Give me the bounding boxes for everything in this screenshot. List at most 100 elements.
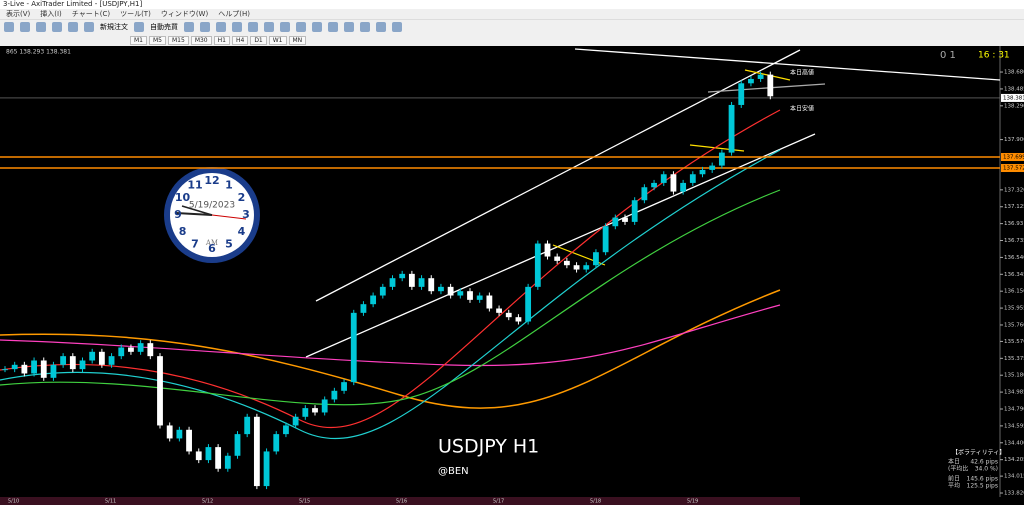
candle <box>360 304 367 313</box>
candle <box>748 78 754 84</box>
price-label-bg <box>1001 153 1024 162</box>
toolbar-icon[interactable] <box>84 22 94 32</box>
y-tick-label: 135.375 <box>1004 356 1024 362</box>
toolbar-icon[interactable] <box>264 22 274 32</box>
timeframe-button[interactable]: M15 <box>168 35 189 45</box>
candle <box>593 252 599 266</box>
toolbar-icon[interactable] <box>184 22 194 32</box>
trendline <box>574 48 1001 81</box>
volatility-label: 本日 <box>948 458 960 466</box>
candle <box>389 278 396 287</box>
timeframe-button[interactable]: MN <box>288 35 307 45</box>
timeframe-button[interactable]: M30 <box>190 35 212 45</box>
toolbar-icon[interactable] <box>20 22 30 32</box>
menu-item[interactable]: ツール(T) <box>120 10 151 18</box>
toolbar-icon[interactable] <box>344 22 354 32</box>
candle <box>622 217 628 222</box>
candle <box>670 174 677 192</box>
timeframe-button[interactable]: W1 <box>268 35 287 45</box>
clock-numeral: 2 <box>238 191 246 204</box>
timeframe-bar: M1 M5 M15 M30 H1 H4 D1 W1 MN <box>0 34 1024 46</box>
date-label: 5/16 <box>396 499 407 505</box>
volatility-value: 145.6 pips <box>967 476 999 483</box>
candle <box>186 429 192 452</box>
ma-line <box>0 149 781 440</box>
toolbar-icon[interactable] <box>68 22 78 32</box>
menu-item[interactable]: ウィンドウ(W) <box>160 10 209 18</box>
candle <box>79 360 86 370</box>
candle <box>137 343 144 352</box>
price-label-bg <box>1001 164 1024 173</box>
menu-item[interactable]: チャート(C) <box>71 10 111 18</box>
ma-line <box>0 189 781 406</box>
trendline <box>707 83 826 93</box>
toolbar-icon[interactable] <box>36 22 46 32</box>
timeframe-button[interactable]: D1 <box>250 35 267 45</box>
toolbar-icon[interactable] <box>232 22 242 32</box>
timeframe-button[interactable]: M1 <box>130 35 147 45</box>
candle <box>525 286 532 322</box>
candle <box>224 455 231 469</box>
date-label: 5/15 <box>299 499 310 505</box>
toolbar-icon[interactable] <box>296 22 306 32</box>
toolbar-icon[interactable] <box>134 22 144 32</box>
toolbar-icon[interactable] <box>392 22 402 32</box>
ma-line <box>0 289 781 409</box>
candle <box>128 347 134 352</box>
candle <box>244 416 251 435</box>
toolbar-icon[interactable] <box>280 22 290 32</box>
candle <box>341 382 347 391</box>
candle <box>234 434 241 456</box>
candle <box>263 451 270 487</box>
y-tick-label: 134.015 <box>1004 474 1024 480</box>
clock-hand <box>175 212 213 216</box>
timeframe-button[interactable]: H1 <box>213 35 230 45</box>
toolbar-icon[interactable] <box>360 22 370 32</box>
timeframe-button[interactable]: M5 <box>149 35 166 45</box>
candle <box>118 347 125 357</box>
toolbar-icon[interactable] <box>52 22 62 32</box>
toolbar: 新規注文 自動売買 <box>0 19 1024 34</box>
corner-label: 0 1 <box>940 50 956 61</box>
price-label: 138.381 <box>1003 95 1024 101</box>
candle <box>457 291 464 296</box>
menu-item[interactable]: 挿入(I) <box>40 10 62 18</box>
candle <box>331 390 338 400</box>
toolbar-button[interactable]: 新規注文 <box>100 23 128 31</box>
candle <box>157 356 163 426</box>
candle <box>476 295 483 300</box>
candle <box>583 265 590 270</box>
candle <box>641 187 648 201</box>
menu-item[interactable]: ヘルプ(H) <box>218 10 250 18</box>
symbol-info: 865 138.293 138.381 <box>6 49 71 56</box>
timeframe-button[interactable]: H4 <box>231 35 249 45</box>
volatility-heading: 【ボラティリティ】 <box>952 449 1005 457</box>
toolbar-icon[interactable] <box>4 22 14 32</box>
toolbar-icon[interactable] <box>200 22 210 32</box>
y-tick-label: 138.290 <box>1004 103 1024 109</box>
toolbar-icon[interactable] <box>312 22 322 32</box>
date-label: 5/18 <box>590 499 601 505</box>
trendlines <box>305 48 1001 358</box>
toolbar-button[interactable]: 自動売買 <box>150 23 178 31</box>
clock-hand <box>181 205 213 216</box>
trendline <box>305 133 816 358</box>
candle <box>680 182 687 192</box>
price-label: 137.572 <box>1003 166 1024 172</box>
candle <box>602 226 609 253</box>
toolbar-icon[interactable] <box>216 22 226 32</box>
price-label: 137.699 <box>1003 155 1024 161</box>
y-tick-label: 137.320 <box>1004 187 1024 193</box>
toolbar-icon[interactable] <box>376 22 386 32</box>
toolbar-icon[interactable] <box>328 22 338 32</box>
candle <box>205 447 212 461</box>
candle <box>292 416 299 426</box>
date-label: 5/12 <box>202 499 213 505</box>
clock-numeral: 9 <box>174 208 182 221</box>
candle <box>496 308 502 313</box>
menu-item[interactable]: 表示(V) <box>6 10 31 18</box>
y-tick-label: 134.205 <box>1004 457 1024 463</box>
toolbar-icon[interactable] <box>248 22 258 32</box>
candle <box>709 165 716 170</box>
